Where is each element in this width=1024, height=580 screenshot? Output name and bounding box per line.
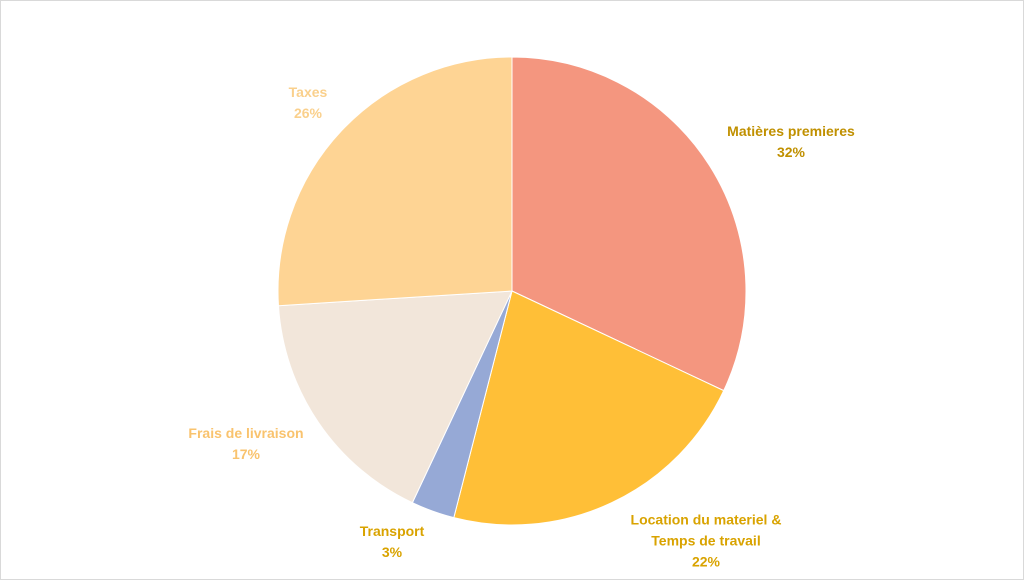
slice-label: Frais de livraison 17% (188, 423, 303, 465)
percent-label: 17% (231, 446, 261, 462)
slice (277, 56, 513, 307)
category-name: Transport (359, 523, 425, 539)
category-name: Location du materiel & Temps de travail (630, 511, 782, 549)
slice (511, 56, 747, 392)
slice-label: Transport 3% (360, 521, 425, 563)
slice-label: Matières premieres 32% (727, 121, 855, 163)
category-name: Frais de livraison (188, 425, 304, 441)
slice (453, 290, 725, 526)
percent-label: 26% (293, 105, 323, 121)
category-name: Taxes (288, 84, 328, 100)
percent-label: 32% (776, 144, 806, 160)
slice-label: Taxes 26% (289, 82, 328, 124)
percent-label: 3% (381, 544, 403, 560)
percent-label: 22% (691, 553, 721, 570)
slice (277, 290, 513, 504)
slice-label: Location du materiel & Temps de travail 2… (611, 510, 801, 573)
category-name: Matières premieres (727, 123, 855, 139)
